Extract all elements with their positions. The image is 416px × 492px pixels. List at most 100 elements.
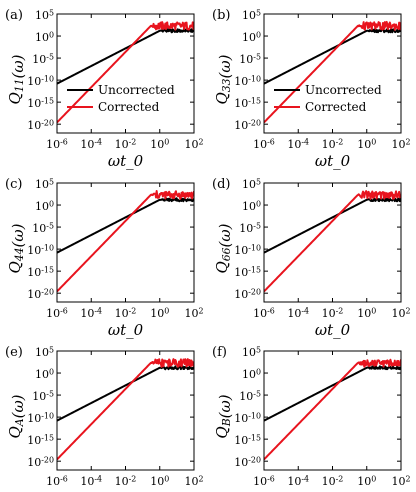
y-tick-label: 10-15 bbox=[27, 434, 54, 448]
series-line-uncorrected bbox=[264, 365, 401, 422]
x-tick-label: 100 bbox=[357, 306, 376, 320]
x-tick-label: 102 bbox=[184, 474, 203, 488]
x-axis-label: ωt_0 bbox=[315, 152, 351, 170]
x-tick-label: 10-2 bbox=[322, 137, 344, 151]
y-tick-label: 105 bbox=[35, 8, 54, 22]
y-tick-label: 105 bbox=[35, 345, 54, 359]
x-tick-label: 10-6 bbox=[253, 137, 275, 151]
series-line-corrected bbox=[57, 21, 194, 124]
x-tick-label: 10-4 bbox=[287, 474, 309, 488]
y-tick-label: 10-20 bbox=[27, 288, 54, 302]
panel-d: 10-6 10-4 10-2 100 102 105 100 10-5 10-10 10-15 10… bbox=[212, 177, 411, 339]
legend-label-corrected: Corrected bbox=[98, 100, 160, 114]
x-tick-label: 10-2 bbox=[115, 306, 137, 320]
x-tick-label: 10-6 bbox=[46, 137, 68, 151]
x-tick-label: 102 bbox=[391, 306, 410, 320]
series-line-uncorrected bbox=[264, 28, 401, 85]
y-tick-label: 10-5 bbox=[239, 390, 261, 404]
panel-letter: (a) bbox=[5, 8, 23, 23]
y-tick-label: 10-15 bbox=[234, 97, 261, 111]
panel-letter: (e) bbox=[5, 345, 23, 360]
y-tick-label: 10-15 bbox=[27, 97, 54, 111]
x-tick-label: 100 bbox=[357, 474, 376, 488]
y-axis-label: Q44(ω) bbox=[6, 223, 27, 273]
y-tick-label: 100 bbox=[35, 367, 54, 381]
panel-b: 10-6 10-4 10-2 100 102 105 100 10-5 10-10 10-15 10… bbox=[212, 8, 411, 170]
x-axis-label: ωt_0 bbox=[108, 152, 144, 170]
y-axis-label: Q33(ω) bbox=[213, 54, 234, 104]
x-tick-label: 102 bbox=[184, 306, 203, 320]
y-tick-label: 10-10 bbox=[234, 244, 261, 258]
y-tick-label: 10-15 bbox=[234, 266, 261, 280]
x-tick-label: 10-6 bbox=[253, 306, 275, 320]
y-tick-label: 10-20 bbox=[234, 288, 261, 302]
x-tick-label: 100 bbox=[150, 474, 169, 488]
y-tick-label: 105 bbox=[242, 8, 261, 22]
y-tick-label: 100 bbox=[35, 30, 54, 44]
panel-letter: (d) bbox=[212, 177, 230, 192]
x-tick-label: 102 bbox=[391, 474, 410, 488]
series-line-corrected bbox=[57, 190, 194, 293]
x-axis-label: ωt_0 bbox=[315, 489, 351, 492]
x-tick-label: 10-2 bbox=[115, 474, 137, 488]
y-tick-label: 100 bbox=[242, 367, 261, 381]
series-line-uncorrected bbox=[57, 197, 194, 254]
y-tick-label: 10-5 bbox=[32, 222, 54, 236]
panel-c: 10-6 10-4 10-2 100 102 105 100 10-5 10-10 10-15 10… bbox=[5, 177, 204, 339]
x-tick-label: 10-2 bbox=[322, 306, 344, 320]
series-line-corrected bbox=[264, 20, 401, 124]
legend-label-uncorrected: Uncorrected bbox=[305, 83, 382, 97]
legend-label-corrected: Corrected bbox=[305, 100, 367, 114]
x-tick-label: 10-4 bbox=[80, 474, 102, 488]
panel-letter: (c) bbox=[5, 177, 22, 192]
x-tick-label: 10-6 bbox=[46, 474, 68, 488]
y-tick-label: 10-15 bbox=[27, 266, 54, 280]
x-tick-label: 10-2 bbox=[322, 474, 344, 488]
y-tick-label: 105 bbox=[35, 177, 54, 191]
panel-letter: (f) bbox=[212, 345, 227, 360]
y-tick-label: 10-10 bbox=[234, 412, 261, 426]
panel-f: 10-6 10-4 10-2 100 102 105 100 10-5 10-10 10-15 10… bbox=[212, 345, 411, 492]
series-line-corrected bbox=[264, 190, 401, 293]
y-tick-label: 10-20 bbox=[27, 456, 54, 470]
y-tick-label: 10-10 bbox=[234, 75, 261, 89]
y-tick-label: 10-10 bbox=[27, 244, 54, 258]
y-axis-label: Q11(ω) bbox=[6, 54, 27, 104]
y-tick-label: 10-10 bbox=[27, 412, 54, 426]
y-tick-label: 10-20 bbox=[27, 119, 54, 133]
series-line-uncorrected bbox=[57, 365, 194, 422]
y-tick-label: 100 bbox=[242, 199, 261, 213]
x-tick-label: 100 bbox=[150, 137, 169, 151]
y-tick-label: 10-5 bbox=[32, 390, 54, 404]
x-tick-label: 100 bbox=[150, 306, 169, 320]
y-tick-label: 105 bbox=[242, 345, 261, 359]
series-line-corrected bbox=[264, 358, 401, 461]
y-axis-label: QB(ω) bbox=[213, 394, 234, 438]
panel-a: 10-6 10-4 10-2 100 102 105 100 10-5 10-10 10-15 10… bbox=[5, 8, 204, 170]
y-tick-label: 10-5 bbox=[239, 222, 261, 236]
y-tick-label: 105 bbox=[242, 177, 261, 191]
y-axis-label: Q66(ω) bbox=[213, 223, 234, 273]
y-tick-label: 10-10 bbox=[27, 75, 54, 89]
panel-e: 10-6 10-4 10-2 100 102 105 100 10-5 10-10 10-15 10… bbox=[5, 345, 204, 492]
x-axis-label: ωt_0 bbox=[108, 489, 144, 492]
series-line-corrected bbox=[57, 358, 194, 461]
panel-letter: (b) bbox=[212, 8, 230, 23]
x-axis-label: ωt_0 bbox=[108, 321, 144, 339]
y-tick-label: 10-5 bbox=[239, 53, 261, 67]
x-tick-label: 10-6 bbox=[253, 474, 275, 488]
y-tick-label: 10-20 bbox=[234, 119, 261, 133]
series-line-uncorrected bbox=[264, 197, 401, 254]
x-tick-label: 10-2 bbox=[115, 137, 137, 151]
x-tick-label: 10-4 bbox=[80, 306, 102, 320]
series-line-uncorrected bbox=[57, 28, 194, 85]
legend-label-uncorrected: Uncorrected bbox=[98, 83, 175, 97]
y-axis-label: QA(ω) bbox=[6, 394, 27, 438]
y-tick-label: 10-5 bbox=[32, 53, 54, 67]
x-tick-label: 10-4 bbox=[80, 137, 102, 151]
x-tick-label: 100 bbox=[357, 137, 376, 151]
x-tick-label: 10-4 bbox=[287, 137, 309, 151]
x-tick-label: 10-6 bbox=[46, 306, 68, 320]
x-tick-label: 10-4 bbox=[287, 306, 309, 320]
